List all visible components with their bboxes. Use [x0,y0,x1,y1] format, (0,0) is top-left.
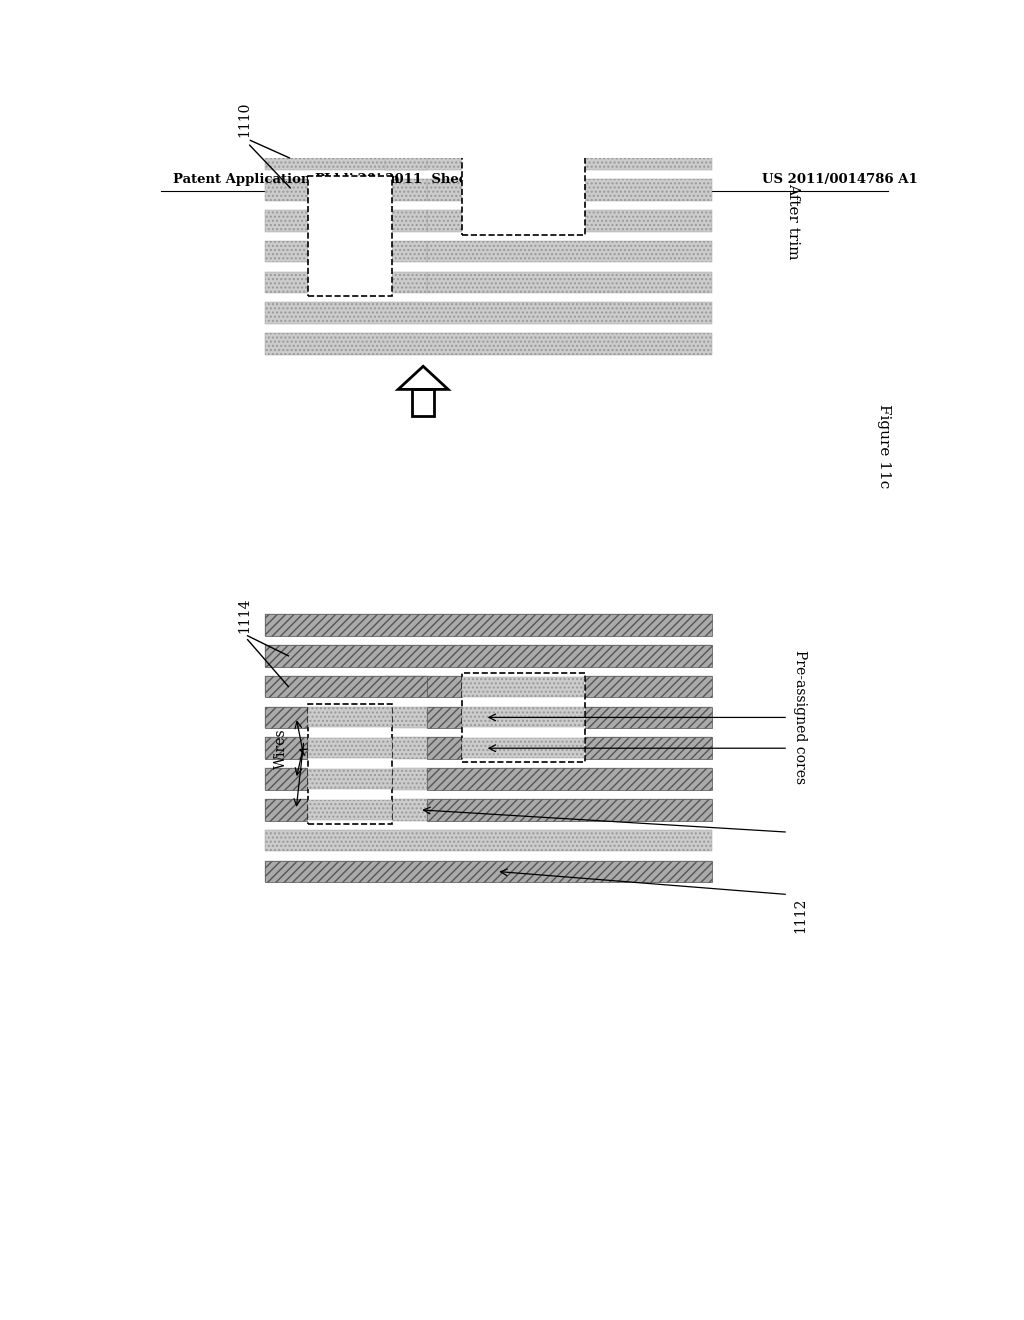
Bar [385,180,427,201]
Bar [385,148,427,170]
Text: Wires: Wires [273,727,288,768]
Bar [308,770,391,789]
Bar [462,145,585,235]
Bar [265,738,385,759]
Bar [307,176,392,296]
Bar [265,87,712,108]
Bar [265,768,385,789]
Bar [265,645,712,667]
Bar [427,768,712,789]
Text: Pre-assigned cores: Pre-assigned cores [794,651,808,784]
Bar [427,240,712,263]
Bar [265,861,712,882]
Bar [385,768,427,789]
Bar [427,738,712,759]
Text: 1110: 1110 [238,102,252,137]
Bar [265,706,385,729]
Bar [385,272,427,293]
Bar [265,614,712,636]
Bar [265,180,385,201]
Bar [265,117,712,139]
Bar [385,240,427,263]
Bar [265,614,712,636]
Bar [427,738,712,759]
Text: After trim: After trim [785,182,800,259]
Bar [427,799,712,821]
Bar [413,389,434,416]
Bar [463,677,584,697]
Bar [385,676,427,697]
Bar [385,706,427,729]
Bar [385,210,427,231]
Bar [427,272,712,293]
Bar [427,210,712,231]
Bar [463,677,584,697]
Bar [463,708,584,727]
Polygon shape [398,367,449,389]
Bar [385,799,427,821]
Bar [307,704,392,824]
Bar [463,708,584,727]
Bar [427,676,712,697]
Bar [308,800,391,820]
Bar [463,738,584,758]
Bar [265,799,385,821]
Bar [308,708,391,727]
Bar [265,240,385,263]
Bar [265,210,385,231]
Bar [265,738,385,759]
Text: 1114: 1114 [238,598,252,634]
Bar [427,768,712,789]
Bar [427,706,712,729]
Bar [427,799,712,821]
Bar [265,706,385,729]
Text: Patent Application Publication: Patent Application Publication [173,173,399,186]
Bar [265,148,712,170]
Bar [265,799,385,821]
Bar [265,333,712,355]
Bar [462,673,585,762]
Bar [265,645,712,667]
Text: Figure 11c: Figure 11c [877,404,891,488]
Text: 1112: 1112 [794,898,808,933]
Bar [385,738,427,759]
Bar [265,861,712,882]
Bar [463,738,584,758]
Bar [265,676,427,697]
Bar [427,706,712,729]
Bar [265,676,712,697]
Bar [427,180,712,201]
Bar [265,768,385,789]
Bar [265,302,712,323]
Bar [308,738,391,758]
Bar [265,830,712,851]
Text: US 2011/0014786 A1: US 2011/0014786 A1 [762,173,918,186]
Bar [265,272,385,293]
Text: Jan. 20, 2011  Sheet 22 of 25: Jan. 20, 2011 Sheet 22 of 25 [324,173,538,186]
